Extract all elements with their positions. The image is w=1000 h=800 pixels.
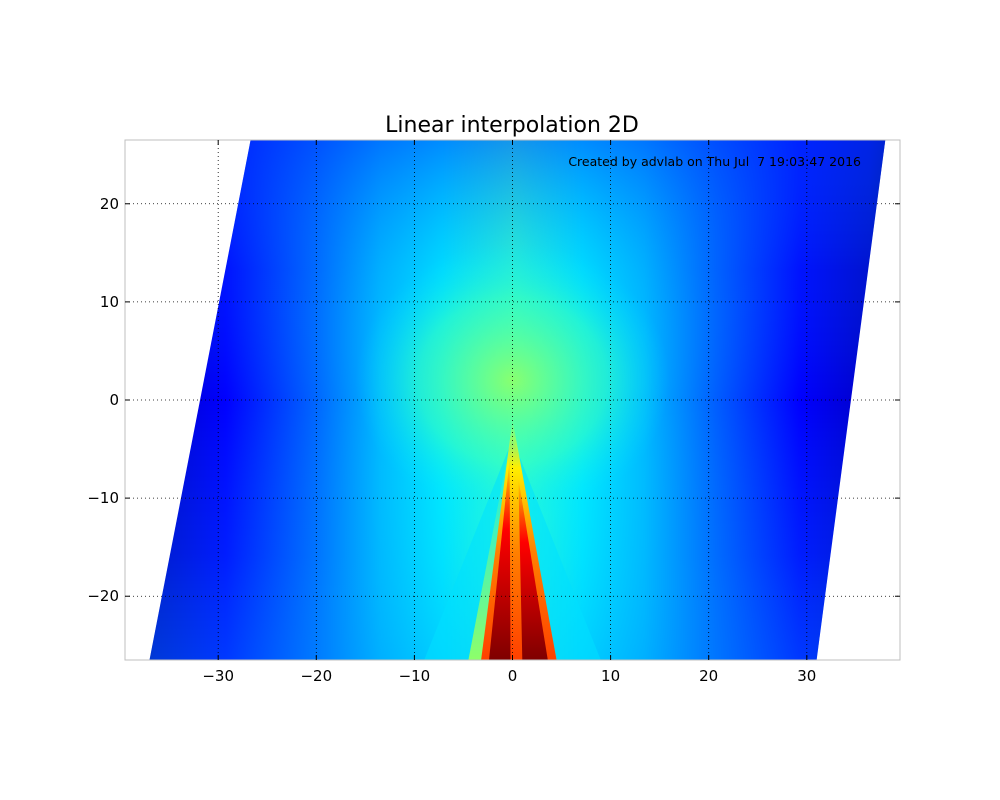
x-tick-label: −30 <box>202 667 234 685</box>
x-tick-labels: −30 −20 −10 0 10 20 30 <box>202 667 816 685</box>
chart-title: Linear interpolation 2D <box>385 113 639 138</box>
y-tick-label: −10 <box>87 489 119 507</box>
x-tick-label: −10 <box>399 667 431 685</box>
x-tick-label: 0 <box>508 667 518 685</box>
y-tick-label: 10 <box>100 293 119 311</box>
y-tick-label: 0 <box>109 391 119 409</box>
tick-marks <box>125 140 900 660</box>
x-tick-label: 30 <box>797 667 816 685</box>
created-by-annotation: Created by advlab on Thu Jul 7 19:03:47 … <box>568 154 861 169</box>
grid-lines <box>125 140 900 660</box>
y-tick-labels: 20 10 0 −10 −20 <box>87 195 119 605</box>
heatmap-core-left <box>489 458 511 660</box>
x-tick-label: 10 <box>601 667 620 685</box>
x-tick-label: −20 <box>300 667 332 685</box>
x-tick-label: 20 <box>699 667 718 685</box>
heatmap-core-right <box>518 478 548 660</box>
y-tick-label: −20 <box>87 587 119 605</box>
y-tick-label: 20 <box>100 195 119 213</box>
